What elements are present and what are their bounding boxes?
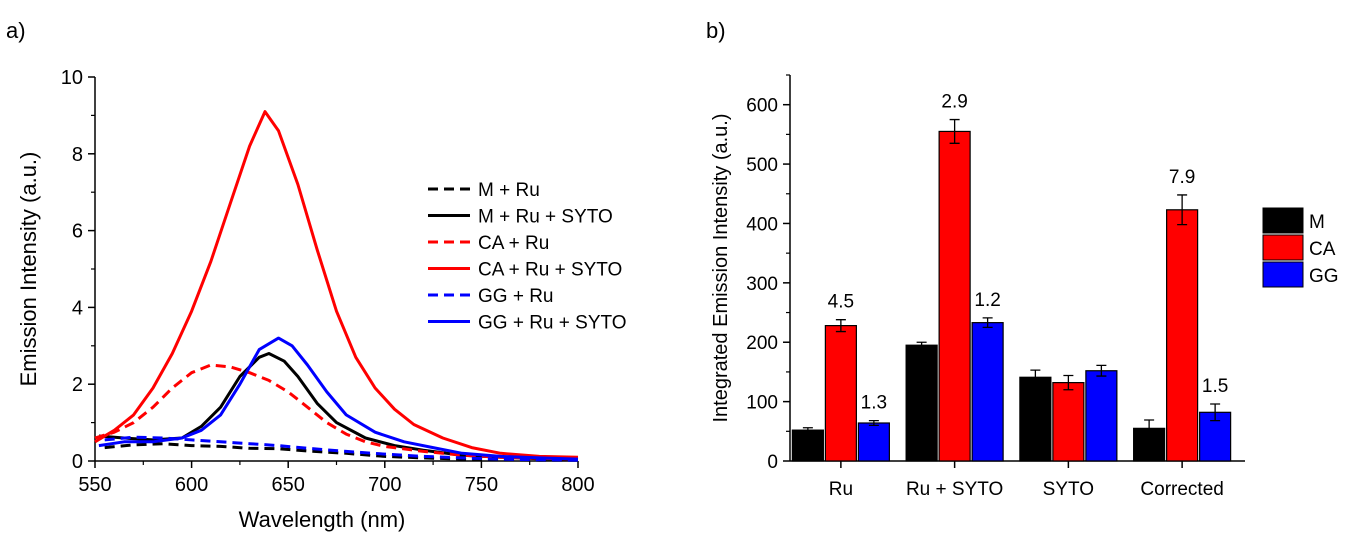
panel-a-y-tick-label: 10 bbox=[61, 67, 83, 89]
annotation-ru-gg: 1.3 bbox=[861, 393, 887, 414]
legend-label-gg-ru: GG + Ru bbox=[478, 286, 554, 307]
legend-label-m: M bbox=[1309, 212, 1325, 233]
panel-b-y-tick-label: 100 bbox=[746, 393, 778, 414]
annotation-corrected-gg: 1.5 bbox=[1202, 376, 1228, 397]
bar-syto-ca bbox=[1052, 382, 1085, 462]
panel-a-y-tick-label: 4 bbox=[72, 297, 83, 319]
error-bar-ru-gg bbox=[868, 419, 879, 427]
annotation-ru-syto-gg: 1.2 bbox=[974, 290, 1000, 311]
bar-ru-gg bbox=[857, 422, 890, 462]
legend-swatch-ca bbox=[1262, 234, 1304, 261]
legend-label-gg-ru-syto: GG + Ru + SYTO bbox=[478, 313, 627, 334]
panel-a-x-tick-label: 800 bbox=[561, 474, 594, 496]
error-bar-syto-ca bbox=[1063, 374, 1074, 391]
legend-label-m-ru: M + Ru bbox=[478, 180, 540, 201]
panel-b-label: b) bbox=[706, 18, 726, 43]
panel-a-ylabel: Emission Intensity (a.u.) bbox=[16, 152, 41, 387]
error-bar-syto-m bbox=[1030, 369, 1041, 386]
panel-b-ylabel: Integrated Emission Intensity (a.u.) bbox=[710, 113, 732, 422]
panel-a-xlabel: Wavelength (nm) bbox=[239, 507, 406, 532]
panel-a-x-tick-label: 550 bbox=[78, 474, 111, 496]
panel-a-x-tick-label: 750 bbox=[465, 474, 498, 496]
legend-label-ca-ru-syto: CA + Ru + SYTO bbox=[478, 260, 622, 281]
panel-a-axes: 550 600 650 700 750 800 0 2 4 6 8 10 bbox=[61, 67, 595, 496]
error-bar-ru-syto-gg bbox=[982, 317, 993, 329]
panel-a-y-tick-label: 0 bbox=[72, 451, 83, 473]
error-bar-syto-gg bbox=[1096, 364, 1107, 377]
panel-b-axes: 0 100 200 300 400 500 600 Ru Ru + SYTO SYTO Correc… bbox=[746, 74, 1245, 500]
bar-syto-gg bbox=[1085, 370, 1118, 462]
legend-label-m-ru-syto: M + Ru + SYTO bbox=[478, 207, 613, 228]
bar-ru-syto-ca bbox=[938, 130, 971, 462]
bar-ru-syto-m bbox=[905, 344, 938, 462]
error-bar-corrected-ca bbox=[1177, 194, 1188, 226]
panel-a-x-tick-label: 650 bbox=[272, 474, 305, 496]
error-bar-ru-syto-m bbox=[916, 341, 927, 349]
panel-b-x-tick-label: Corrected bbox=[1140, 479, 1223, 500]
panel-a-legend: M + Ru M + Ru + SYTO CA + Ru CA + Ru + SYTO… bbox=[428, 180, 627, 334]
panel-b-y-tick-label: 500 bbox=[746, 155, 778, 176]
error-bar-ru-m bbox=[802, 427, 813, 434]
series-line-gg-ru-syto bbox=[98, 336, 579, 461]
panel-a-y-tick-label: 2 bbox=[72, 374, 83, 396]
panel-b-x-tick-label: Ru bbox=[829, 479, 853, 500]
series-line-ca-ru-syto bbox=[94, 110, 579, 459]
panel-a-label: a) bbox=[6, 18, 26, 43]
panel-b-y-tick-label: 600 bbox=[746, 96, 778, 117]
series-line-ca-ru bbox=[94, 363, 579, 461]
error-bar-corrected-gg bbox=[1210, 403, 1221, 422]
panel-b-bars bbox=[791, 118, 1232, 462]
panel-b-y-tick-label: 400 bbox=[746, 214, 778, 235]
legend-swatch-m bbox=[1262, 207, 1304, 234]
panel-a-y-tick-label: 6 bbox=[72, 221, 83, 243]
panel-a-y-tick-label: 8 bbox=[72, 144, 83, 166]
annotation-ru-syto-ca: 2.9 bbox=[941, 92, 967, 113]
panel-a-series-lines bbox=[94, 110, 579, 462]
bar-syto-m bbox=[1019, 376, 1052, 462]
panel-b-y-tick-label: 0 bbox=[767, 452, 778, 473]
legend-swatch-gg bbox=[1262, 261, 1304, 288]
legend-label-ca: CA bbox=[1309, 239, 1336, 260]
panel-b-x-tick-label: Ru + SYTO bbox=[906, 479, 1003, 500]
annotation-corrected-ca: 7.9 bbox=[1169, 167, 1195, 188]
panel-b-y-tick-label: 200 bbox=[746, 333, 778, 354]
legend-label-gg: GG bbox=[1309, 266, 1339, 287]
panel-b-bar-chart: b) 0 100 200 300 400 500 600 Ru Ru + SYTO SYTO Cor… bbox=[706, 18, 1339, 500]
panel-b-legend: M CA GG bbox=[1262, 207, 1339, 288]
panel-b-y-tick-label: 300 bbox=[746, 274, 778, 295]
bar-corrected-ca bbox=[1166, 209, 1199, 462]
error-bar-ru-syto-ca bbox=[949, 118, 960, 144]
error-bar-corrected-m bbox=[1144, 419, 1155, 438]
series-line-m-ru bbox=[104, 442, 578, 462]
bar-ru-syto-gg bbox=[971, 322, 1004, 462]
bar-ru-ca bbox=[824, 325, 857, 462]
bar-ru-m bbox=[791, 429, 824, 462]
panel-b-x-tick-label: SYTO bbox=[1043, 479, 1094, 500]
legend-label-ca-ru: CA + Ru bbox=[478, 233, 549, 254]
panel-a-x-tick-label: 600 bbox=[175, 474, 208, 496]
panel-a-x-tick-label: 700 bbox=[368, 474, 401, 496]
annotation-ru-ca: 4.5 bbox=[828, 292, 854, 313]
error-bar-ru-ca bbox=[835, 319, 846, 333]
panel-b-annotations: 4.5 1.3 2.9 1.2 7.9 1.5 bbox=[828, 92, 1229, 414]
